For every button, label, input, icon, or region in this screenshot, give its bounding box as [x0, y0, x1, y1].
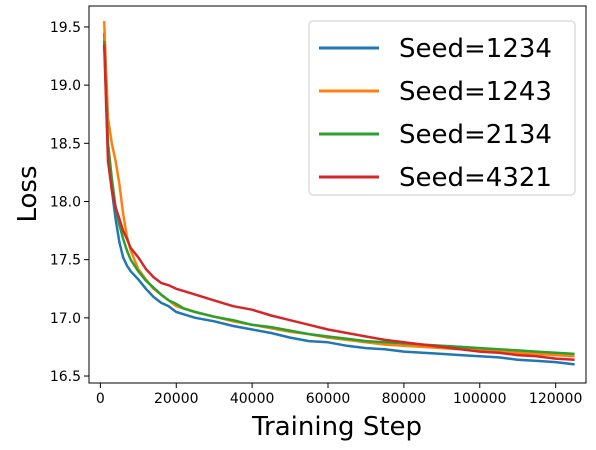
y-tick-label: 19.0 [50, 78, 81, 94]
x-tick-label: 60000 [306, 391, 351, 407]
x-tick-label: 80000 [382, 391, 427, 407]
x-tick-label: 120000 [529, 391, 582, 407]
legend-label: Seed=1234 [399, 34, 552, 64]
y-axis-label: Loss [13, 165, 43, 222]
y-tick-label: 18.0 [50, 194, 81, 210]
x-tick-label: 100000 [453, 391, 506, 407]
series-line-1 [102, 32, 575, 366]
x-tick-label: 20000 [154, 391, 199, 407]
y-axis: 16.5 17.0 17.5 18.0 18.5 19.0 19.5 [50, 20, 89, 385]
x-tick-label: 40000 [230, 391, 275, 407]
series-lines [102, 21, 575, 366]
y-tick-label: 17.5 [50, 253, 81, 269]
legend-label: Seed=4321 [399, 163, 552, 193]
series-line-3 [102, 40, 575, 356]
y-tick-label: 18.5 [50, 136, 81, 152]
x-axis-label: Training Step [251, 412, 422, 442]
y-tick-label: 16.5 [50, 369, 81, 385]
x-axis: 0 20000 40000 60000 80000 100000 120000 [96, 383, 582, 407]
legend: Seed=1234 Seed=1243 Seed=2134 Seed=4321 [308, 20, 576, 196]
legend-box [308, 20, 576, 196]
legend-label: Seed=2134 [399, 120, 552, 150]
series-line-4 [102, 44, 575, 361]
plot-frame [88, 5, 587, 384]
x-tick-label: 0 [96, 391, 105, 407]
legend-label: Seed=1243 [399, 77, 552, 107]
y-tick-label: 17.0 [50, 311, 81, 327]
plot-area [88, 5, 587, 384]
y-tick-label: 19.5 [50, 20, 81, 36]
